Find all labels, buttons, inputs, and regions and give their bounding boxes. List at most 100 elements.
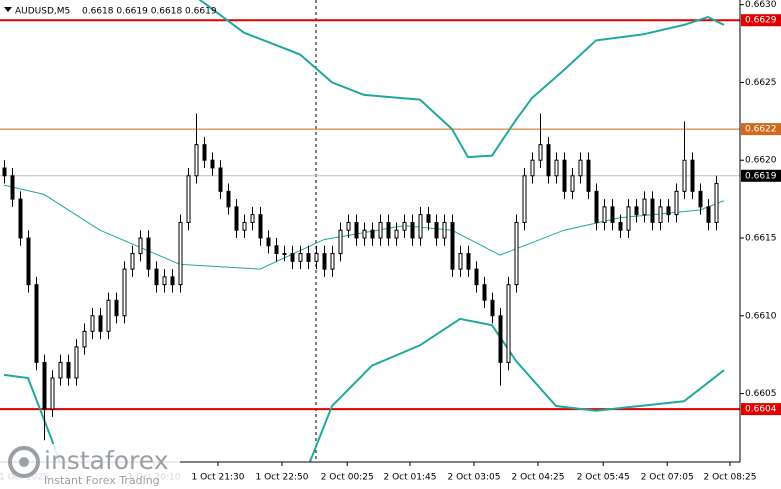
candle-body bbox=[266, 237, 271, 247]
y-tick-label: 0.6630 bbox=[745, 0, 777, 10]
y-tick-label: 0.6615 bbox=[745, 234, 777, 244]
logo-tagline: Instant Forex Trading bbox=[44, 474, 160, 487]
x-tick-label: 2 Oct 05:45 bbox=[577, 473, 630, 483]
candle-body bbox=[410, 221, 415, 239]
candle-body bbox=[378, 221, 383, 239]
candle-body bbox=[362, 229, 367, 239]
candle-body bbox=[250, 214, 255, 223]
chart-title: AUDUSD,M5 bbox=[15, 7, 70, 17]
logo-name: instaforex bbox=[44, 446, 169, 475]
candle-body bbox=[90, 315, 95, 332]
candle-body bbox=[226, 190, 231, 208]
candle-body bbox=[714, 183, 719, 223]
candle-body bbox=[26, 237, 31, 286]
candle-body bbox=[426, 214, 431, 223]
candle-body bbox=[682, 159, 687, 192]
candle-body bbox=[242, 221, 247, 231]
candle-body bbox=[674, 190, 679, 216]
candle-body bbox=[394, 229, 399, 239]
candle-body bbox=[274, 245, 279, 255]
candle-body bbox=[2, 167, 7, 177]
candle-body bbox=[386, 221, 391, 239]
logo-icon-core bbox=[19, 457, 29, 467]
candle-body bbox=[178, 221, 183, 286]
candle-body bbox=[186, 175, 191, 223]
candle-body bbox=[450, 221, 455, 270]
candle-body bbox=[314, 253, 319, 262]
candle-body bbox=[98, 315, 103, 332]
candle-body bbox=[258, 214, 263, 239]
x-tick-label: 1 Oct 22:50 bbox=[256, 473, 309, 483]
candle-body bbox=[290, 253, 295, 262]
candle-body bbox=[82, 330, 87, 348]
candle-body bbox=[346, 221, 351, 231]
candle-body bbox=[130, 253, 135, 270]
candle-body bbox=[498, 315, 503, 363]
x-tick-label: 2 Oct 08:25 bbox=[704, 473, 757, 483]
candle-body bbox=[402, 221, 407, 231]
candle-body bbox=[338, 229, 343, 255]
logo-icon bbox=[8, 446, 40, 478]
candle-body bbox=[434, 221, 439, 239]
candle-body bbox=[570, 175, 575, 192]
candle-body bbox=[50, 377, 55, 410]
candle-body bbox=[10, 175, 15, 200]
candle-body bbox=[202, 144, 207, 161]
candle-body bbox=[642, 198, 647, 216]
candle-body bbox=[618, 221, 623, 231]
candle-body bbox=[650, 198, 655, 223]
candle-body bbox=[418, 214, 423, 239]
candle-body bbox=[538, 144, 543, 161]
candle-body bbox=[306, 253, 311, 262]
candle-body bbox=[706, 206, 711, 223]
logo: instaforex Instant Forex Trading bbox=[0, 444, 180, 489]
candle-body bbox=[634, 206, 639, 216]
x-tick-label: 2 Oct 00:25 bbox=[321, 473, 374, 483]
candle-body bbox=[474, 268, 479, 286]
candle-body bbox=[554, 159, 559, 177]
candle-body bbox=[218, 167, 223, 192]
candle-body bbox=[458, 253, 463, 270]
x-tick-label: 2 Oct 04:25 bbox=[512, 473, 565, 483]
level-label-box bbox=[741, 123, 781, 136]
x-tick-label: 2 Oct 07:05 bbox=[641, 473, 694, 483]
candle-body bbox=[170, 276, 175, 286]
y-tick-label: 0.6625 bbox=[745, 78, 777, 88]
candle-body bbox=[626, 206, 631, 231]
candle-body bbox=[610, 206, 615, 223]
candle-body bbox=[194, 144, 199, 177]
title-arrow bbox=[4, 7, 12, 12]
candle-body bbox=[370, 229, 375, 239]
candle-body bbox=[154, 268, 159, 286]
candle-body bbox=[122, 268, 127, 317]
candle-body bbox=[506, 284, 511, 363]
candle-body bbox=[658, 206, 663, 223]
candle-body bbox=[690, 159, 695, 192]
candle-body bbox=[146, 237, 151, 270]
plot-area bbox=[0, 0, 740, 462]
candle-body bbox=[162, 276, 167, 286]
candle-body bbox=[578, 159, 583, 177]
x-tick-label: 2 Oct 03:05 bbox=[448, 473, 501, 483]
candle-body bbox=[74, 346, 79, 379]
y-tick-label: 0.6620 bbox=[745, 156, 777, 166]
candle-body bbox=[698, 190, 703, 208]
candle-body bbox=[466, 253, 471, 270]
candle-body bbox=[34, 284, 39, 363]
y-tick-label: 0.6605 bbox=[745, 389, 777, 399]
candle-body bbox=[666, 206, 671, 216]
level-label-box bbox=[741, 169, 781, 182]
level-label: 0.6622 bbox=[745, 125, 777, 135]
candle-body bbox=[322, 253, 327, 270]
candle-body bbox=[58, 361, 63, 379]
candle-body bbox=[66, 361, 71, 379]
candle-body bbox=[138, 237, 143, 255]
axes: 0.6630 0.6625 0.6620 0.6615 0.6610 0.6605 0.66… bbox=[740, 0, 781, 416]
candle-body bbox=[354, 221, 359, 239]
candle-body bbox=[586, 159, 591, 192]
candle-body bbox=[114, 299, 119, 317]
level-label: 0.6604 bbox=[745, 405, 777, 415]
candle-body bbox=[106, 299, 111, 332]
level-label-box bbox=[741, 403, 781, 416]
